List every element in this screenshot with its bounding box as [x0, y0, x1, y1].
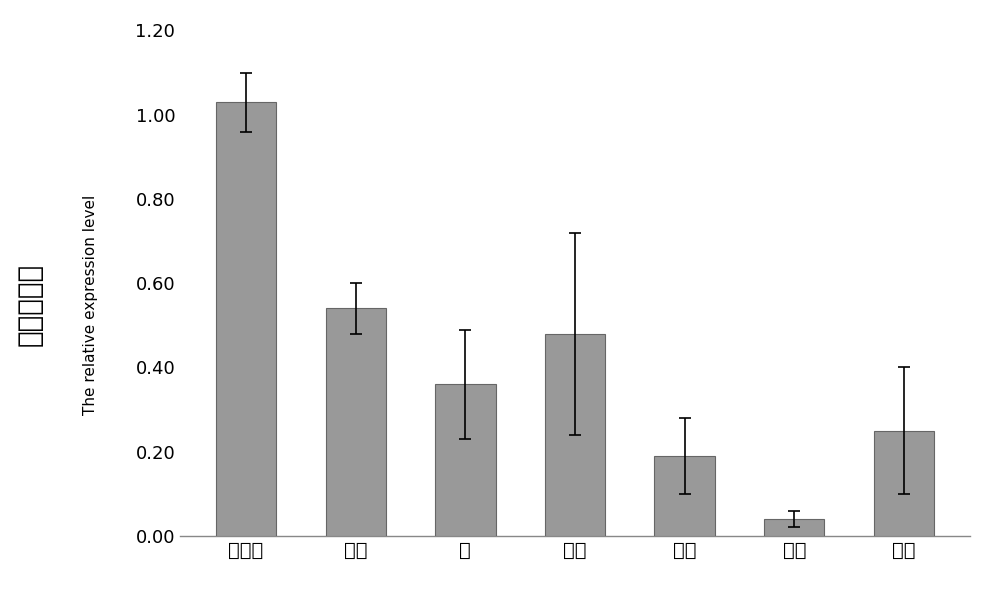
Bar [545, 334, 605, 536]
Bar [216, 102, 276, 536]
Bar [435, 384, 496, 536]
Bar [874, 431, 934, 536]
Text: 相对表达量: 相对表达量 [16, 263, 44, 346]
Bar [764, 519, 824, 536]
Bar [654, 456, 715, 536]
Text: The relative expression level: The relative expression level [82, 194, 98, 415]
Bar [326, 309, 386, 536]
